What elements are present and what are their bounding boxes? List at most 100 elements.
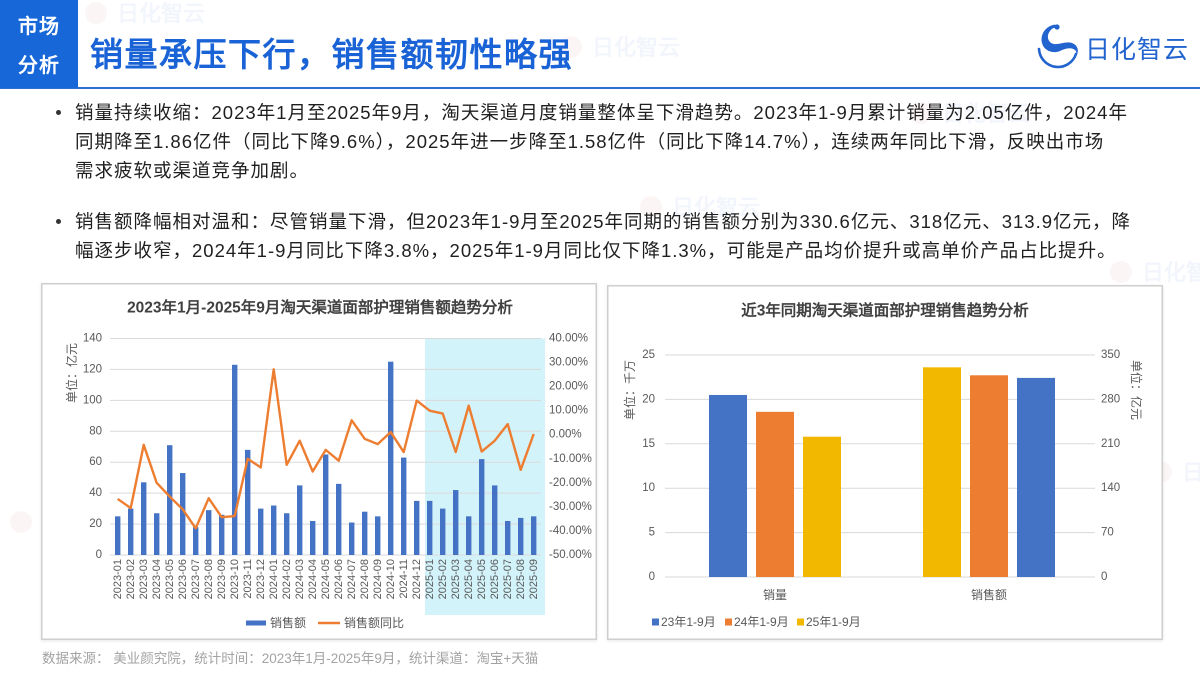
sales-bar xyxy=(310,520,316,555)
sales-bar xyxy=(440,508,446,555)
legend-label: 销售额同比 xyxy=(344,615,404,630)
y-axis-tick-label: 20 xyxy=(89,518,102,530)
sales-bar xyxy=(375,516,381,555)
x-axis-tick-label: 2023-12 xyxy=(255,559,267,599)
x-axis-tick-label: 2024-09 xyxy=(372,559,384,599)
y2-axis-tick-label: -20.00% xyxy=(549,477,592,489)
sales-bar xyxy=(505,520,511,555)
x-axis-tick-label: 2025-03 xyxy=(450,559,462,599)
monthly-sales-trend-svg: 2023年1月-2025年9月淘天渠道面部护理销售额趋势分析 0 20 40 60 80 1… xyxy=(64,298,592,631)
x-axis-tick-label: 2024-02 xyxy=(281,559,293,599)
legend-label: 25年1-9月 xyxy=(806,615,861,629)
y2-axis-tick-label: 140 xyxy=(1101,482,1120,494)
bullet-line: 幅逐步收窄，2024年1-9月同比下降3.8%，2025年1-9月同比仅下降1.… xyxy=(75,239,1117,261)
x-axis-tick-label: 2025-06 xyxy=(489,559,501,599)
x-axis-tick-label: 2023-04 xyxy=(151,559,163,599)
x-axis-tick-label: 2024-05 xyxy=(320,559,332,599)
x-axis-tick-label: 2025-05 xyxy=(476,559,488,599)
sales-bar xyxy=(492,485,498,555)
sales-bar xyxy=(323,454,329,555)
sales-bar xyxy=(193,527,199,555)
x-axis-tick-label: 2023-07 xyxy=(190,559,202,599)
y2-axis-tick-label: 0 xyxy=(1101,571,1107,583)
x-axis-tick-label: 2024-10 xyxy=(385,559,397,599)
yoy-line xyxy=(117,368,535,530)
y2-axis-tick-label: -10.00% xyxy=(549,453,592,465)
sales-bar xyxy=(518,517,524,555)
y-axis-tick-label: 25 xyxy=(642,349,655,361)
sales-bar xyxy=(232,364,238,555)
sales-bar xyxy=(271,505,277,555)
x-axis-tick-label: 2023-05 xyxy=(164,559,176,599)
legend-label: 23年1-9月 xyxy=(661,615,716,629)
y-axis-title: 单位：亿元 xyxy=(64,343,79,403)
x-axis-tick-label: 2023-11 xyxy=(242,559,254,599)
sales-bar xyxy=(297,485,303,555)
legend-swatch-icon xyxy=(725,618,732,626)
three-year-comparison-chart: 近3年同期淘天渠道面部护理销售趋势分析 0 5 10 15 20 25 0 70 140 210 28… xyxy=(607,285,1163,640)
y-axis-tick-label: 120 xyxy=(83,363,102,375)
watermark: 日化智云 xyxy=(560,30,680,62)
sales-bar xyxy=(180,473,186,555)
section-tag: 市场 分析 xyxy=(0,0,78,88)
x-axis-tick-label: 2023-06 xyxy=(177,559,189,599)
sales-bar xyxy=(466,516,472,555)
watermark: 日化智云 xyxy=(85,0,205,28)
x-axis-tick-label: 2024-03 xyxy=(294,559,306,599)
y-axis-tick-label: 20 xyxy=(642,393,655,405)
sales-bar xyxy=(427,500,433,555)
x-axis-tick-label: 2024-07 xyxy=(346,559,358,599)
sales-bar xyxy=(219,514,225,555)
bullet-dot-icon xyxy=(56,218,61,224)
y-axis-title: 单位：千万 xyxy=(622,360,637,420)
sales-bar xyxy=(141,482,147,555)
y-axis-tick-label: 60 xyxy=(89,456,102,468)
legend-label: 销售额 xyxy=(270,615,306,630)
x-axis-tick-label: 2023-03 xyxy=(138,559,150,599)
y2-axis-tick-label: 10.00% xyxy=(549,405,588,417)
sales-bar xyxy=(167,445,173,555)
x-axis-tick-label: 2025-08 xyxy=(515,559,527,599)
y2-axis-tick-label: -50.00% xyxy=(549,549,592,561)
sales-bar xyxy=(531,516,537,555)
y2-axis-tick-label: 30.00% xyxy=(549,357,588,369)
sales-bar xyxy=(206,510,212,555)
x-axis-tick-label: 2024-06 xyxy=(333,559,345,599)
x-axis-tick-label: 2025-01 xyxy=(424,559,436,599)
legend-swatch-icon xyxy=(652,618,659,626)
x-axis-tick-label: 2023-08 xyxy=(203,559,215,599)
section-tag-line-1: 市场 xyxy=(18,16,60,38)
brand-logo: 日化智云 xyxy=(1033,19,1189,76)
y2-axis-tick-label: 20.00% xyxy=(549,381,588,393)
header-divider xyxy=(0,87,1200,89)
category-label: 销售额 xyxy=(971,587,1007,602)
y-axis-tick-label: 10 xyxy=(642,482,655,494)
y-axis-tick-label: 0 xyxy=(649,571,655,583)
chart-title: 近3年同期淘天渠道面部护理销售趋势分析 xyxy=(741,301,1029,320)
x-axis-tick-label: 2024-12 xyxy=(411,559,423,599)
bullet-line: 销量持续收缩：2023年1月至2025年9月，淘天渠道月度销量整体呈下滑趋势。2… xyxy=(75,101,1128,123)
x-axis-tick-label: 2023-09 xyxy=(216,559,228,599)
sales-bar xyxy=(154,513,160,555)
section-tag-line-2: 分析 xyxy=(18,55,60,77)
comparison-bar xyxy=(970,375,1008,577)
y-axis-tick-label: 80 xyxy=(89,425,102,437)
comparison-bar xyxy=(709,394,747,577)
sales-bar xyxy=(401,457,407,555)
sales-bar xyxy=(479,459,485,555)
legend-label: 24年1-9月 xyxy=(734,615,789,629)
sales-bar xyxy=(414,500,420,555)
sales-bar xyxy=(245,449,251,555)
x-axis-tick-label: 2025-07 xyxy=(502,559,514,599)
y-axis-tick-label: 40 xyxy=(89,487,102,499)
comparison-bar xyxy=(756,411,794,577)
x-axis-tick-label: 2025-02 xyxy=(437,559,449,599)
logo-text: 日化智云 xyxy=(1085,35,1190,64)
page-title: 销量承压下行，销售额韧性略强 xyxy=(90,36,573,73)
x-axis-tick-label: 2023-01 xyxy=(112,559,124,599)
summary-bullets: 销量持续收缩：2023年1月至2025年9月，淘天渠道月度销量整体呈下滑趋势。2… xyxy=(55,98,1131,287)
bullet-sales-amount: 销售额降幅相对温和：尽管销量下滑，但2023年1-9月至2025年同期的销售额分… xyxy=(55,207,1131,265)
three-year-comparison-svg: 近3年同期淘天渠道面部护理销售趋势分析 0 5 10 15 20 25 0 70 140 210 28… xyxy=(622,301,1144,630)
y-axis-tick-label: 5 xyxy=(649,527,655,539)
x-axis-tick-label: 2024-08 xyxy=(359,559,371,599)
